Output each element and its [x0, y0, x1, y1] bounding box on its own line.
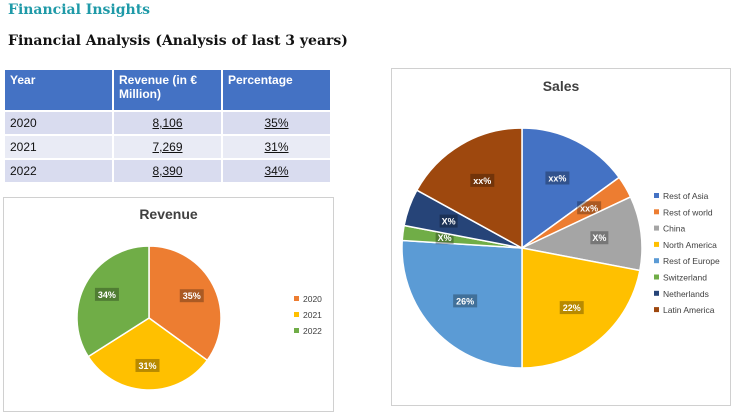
- cell-year: 2020: [5, 112, 112, 134]
- sales-label-bg: [545, 171, 570, 185]
- sales-legend-item-north-america[interactable]: North America: [663, 240, 717, 250]
- sales-label-bg: [559, 301, 584, 315]
- revenue-legend-item-2022[interactable]: 2022: [303, 326, 322, 336]
- table-row: 2020 8,106 35%: [5, 112, 330, 134]
- sales-label-bg: [577, 201, 602, 215]
- sales-data-label-netherlands: X%: [442, 217, 456, 227]
- sales-data-label-rest-of-europe: 26%: [456, 296, 474, 306]
- cell-revenue: 8,390: [114, 160, 221, 182]
- sales-legend-swatch: [654, 274, 659, 280]
- revenue-legend-swatch: [294, 296, 299, 301]
- sales-legend-swatch: [654, 258, 659, 264]
- revenue-legend-swatch: [294, 328, 299, 333]
- sales-data-label-north-america: 22%: [563, 303, 581, 313]
- revenue-label-bg: [94, 287, 119, 301]
- sales-label-bg: [590, 231, 609, 245]
- revenue-chart-title: Revenue: [139, 206, 198, 222]
- table-row: 2021 7,269 31%: [5, 136, 330, 158]
- revenue-slice-2022[interactable]: [76, 245, 150, 358]
- sales-legend-swatch: [654, 225, 659, 231]
- cell-percentage: 34%: [223, 160, 330, 182]
- sales-legend-swatch: [654, 193, 659, 198]
- sales-data-label-rest-of-asia: xx%: [548, 174, 566, 184]
- cell-revenue: 7,269: [114, 136, 221, 158]
- table-row: 2022 8,390 34%: [5, 160, 330, 182]
- sales-data-label-latin-america: xx%: [473, 176, 491, 186]
- sales-legend-item-rest-of-asia[interactable]: Rest of Asia: [663, 191, 709, 201]
- brand-title: Financial Insights: [8, 2, 151, 18]
- revenue-legend-swatch: [294, 312, 299, 317]
- revenue-data-label-2021: 31%: [138, 361, 156, 371]
- revenue-slice-2020[interactable]: [148, 245, 222, 362]
- cell-revenue: 8,106: [114, 112, 221, 134]
- sales-label-bg: [470, 173, 495, 187]
- cell-year: 2022: [5, 160, 112, 182]
- cell-year: 2021: [5, 136, 112, 158]
- cell-percentage: 31%: [223, 136, 330, 158]
- sales-legend-swatch: [654, 209, 659, 215]
- sales-legend-item-switzerland[interactable]: Switzerland: [663, 273, 707, 283]
- cell-percentage: 35%: [223, 112, 330, 134]
- header-year: Year: [5, 70, 112, 110]
- header-percentage: Percentage: [223, 70, 330, 110]
- revenue-slice-2021[interactable]: [87, 317, 209, 391]
- table-header-row: Year Revenue (in € Million) Percentage: [5, 70, 330, 110]
- revenue-chart[interactable]: Revenue 35% 31% 34% 2020 2021 2022: [3, 197, 334, 412]
- sales-data-label-switzerland: X%: [438, 233, 452, 243]
- sales-chart-title: Sales: [542, 78, 580, 94]
- sales-legend-swatch: [654, 307, 659, 313]
- sales-chart[interactable]: Sales xx% xx% X% 22% 26% X% X% xx% Rest of Asia R…: [391, 68, 731, 406]
- sales-slice-north-america[interactable]: [521, 247, 641, 369]
- page-subtitle: Financial Analysis (Analysis of last 3 y…: [8, 33, 348, 49]
- sales-label-bg: [439, 214, 458, 228]
- sales-slice-latin-america[interactable]: [415, 127, 523, 250]
- sales-slice-china[interactable]: [519, 195, 643, 272]
- sales-slice-rest-of-europe[interactable]: [401, 239, 523, 369]
- revenue-label-bg: [179, 289, 204, 303]
- sales-legend-item-rest-of-world[interactable]: Rest of world: [663, 207, 713, 217]
- revenue-legend-item-2021[interactable]: 2021: [303, 310, 322, 320]
- sales-legend-item-rest-of-europe[interactable]: Rest of Europe: [663, 256, 720, 266]
- financial-table: Year Revenue (in € Million) Percentage 2…: [3, 68, 332, 184]
- sales-legend-item-netherlands[interactable]: Netherlands: [663, 289, 709, 299]
- sales-data-label-rest-of-world: xx%: [580, 203, 598, 213]
- sales-slice-rest-of-asia[interactable]: [521, 127, 621, 250]
- sales-legend-swatch: [654, 290, 659, 296]
- sales-label-bg: [453, 294, 478, 308]
- sales-legend-swatch: [654, 241, 659, 247]
- header-revenue: Revenue (in € Million): [114, 70, 221, 110]
- sales-legend-item-china[interactable]: China: [663, 224, 685, 234]
- revenue-data-label-2022: 34%: [98, 290, 116, 300]
- revenue-data-label-2020: 35%: [183, 291, 201, 301]
- revenue-label-bg: [135, 358, 160, 372]
- sales-data-label-china: X%: [592, 233, 606, 243]
- revenue-pie-svg: 35% 31% 34% 2020 2021 2022: [76, 245, 322, 391]
- sales-legend-item-latin-america[interactable]: Latin America: [663, 305, 715, 315]
- sales-pie-svg: xx% xx% X% 22% 26% X% X% xx% Rest of Asia Rest of…: [401, 127, 720, 369]
- revenue-legend-item-2020[interactable]: 2020: [303, 294, 322, 304]
